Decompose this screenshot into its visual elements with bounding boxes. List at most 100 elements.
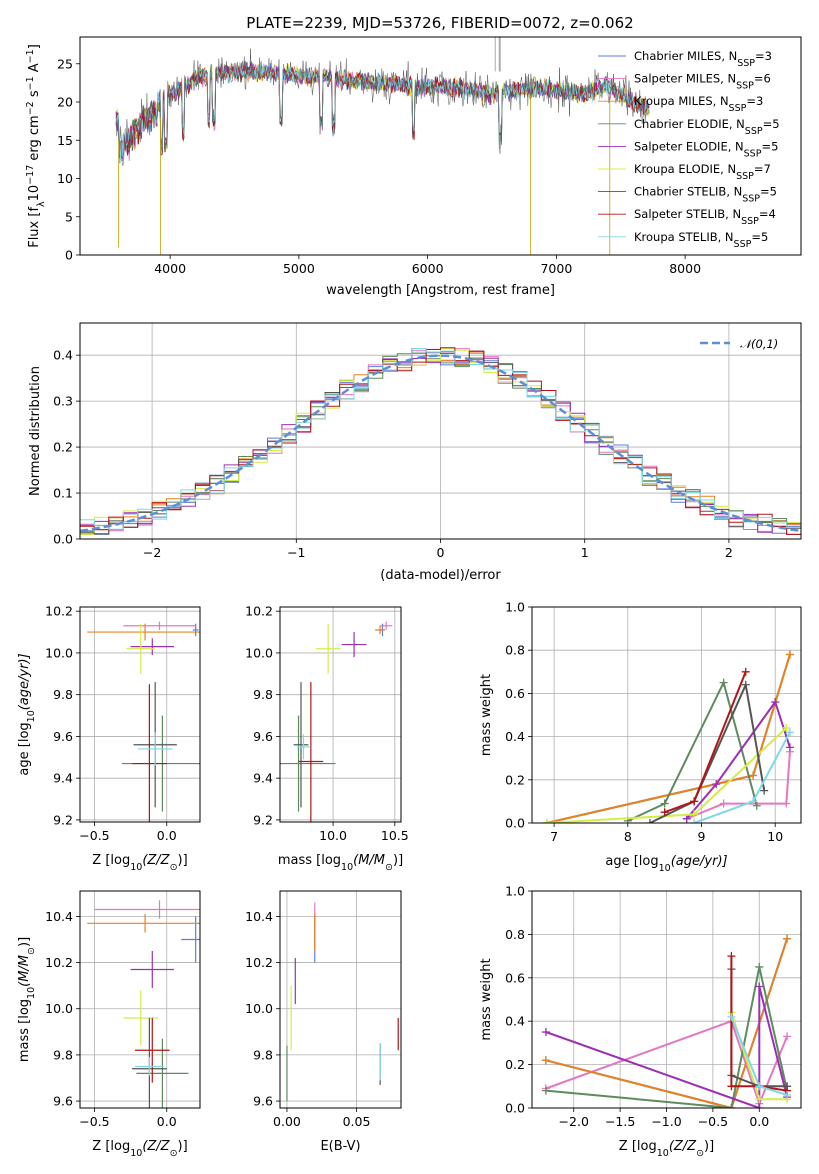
x-tick-label: 10.5	[381, 828, 409, 843]
y-tick-label: 5	[65, 209, 73, 224]
y-tick-label: 25	[57, 56, 73, 71]
weight-marker	[783, 1090, 792, 1099]
y-tick-label: 0.4	[505, 729, 525, 744]
weight-marker	[783, 1032, 792, 1041]
legend-label-chabrier-miles: Chabrier MILES, NSSP=3	[634, 49, 772, 69]
axes-frame	[79, 606, 201, 823]
weight-marker	[727, 1104, 736, 1108]
y-tick-label: 0.0	[505, 1101, 525, 1116]
errorbar-kroupa-elodie	[315, 623, 341, 674]
x-tick-label: −2	[143, 545, 161, 560]
x-tick-label: 1	[581, 545, 589, 560]
panel-weight-vs-age: 7 8 9 10 0.0 0.2 0.4 0.6 0.8 1.0 age [log10(age/yr…	[479, 600, 802, 874]
y-tick-label: 0.1	[53, 486, 73, 501]
x-tick-label: 8000	[669, 261, 701, 276]
normal-reference-curve	[80, 354, 801, 533]
errorbar-kroupa-miles	[87, 914, 200, 933]
y-tick-label: 10.2	[45, 955, 73, 970]
x-tick-label: −1.5	[605, 1114, 635, 1129]
legend-label-kroupa-miles: Kroupa MILES, NSSP=3	[634, 94, 763, 114]
y-tick-label: 9.8	[53, 687, 73, 702]
y-tick-label: 1.0	[505, 600, 525, 615]
histogram-kroupa-stelib	[80, 348, 801, 530]
x-tick-label: 10	[767, 829, 783, 844]
weight-marker	[682, 814, 691, 823]
y-tick-label: 9.8	[53, 1047, 73, 1062]
x-axis-label: wavelength [Angstrom, rest frame]	[326, 283, 555, 298]
errorbar-salpeter-stelib	[134, 1017, 170, 1083]
y-tick-label: 9.6	[253, 729, 273, 744]
weight-series-salpeter-elodie	[682, 698, 794, 823]
plot-area-mass-vs-ebv	[286, 902, 399, 1102]
axes-frame	[531, 606, 802, 824]
y-axis-label: mass [log10(M/M⊙)]	[17, 937, 37, 1062]
errorbar-kroupa-stelib	[134, 1057, 164, 1076]
axes-frame	[79, 36, 802, 256]
legend-label-normal: 𝒩(0,1)	[740, 337, 778, 351]
weight-marker	[785, 728, 794, 737]
x-tick-label: 0.00	[273, 1114, 301, 1129]
weight-marker	[782, 799, 791, 808]
plot-area-residuals	[80, 347, 801, 535]
y-tick-label: 0.6	[505, 970, 525, 985]
weight-series-kroupa-stelib	[727, 1012, 792, 1099]
x-axis-label: (data-model)/error	[380, 568, 501, 583]
spectrum-line-salpeter-stelib	[115, 60, 650, 159]
plot-area-weight-vs-Z	[541, 934, 792, 1108]
axes-frame	[79, 890, 201, 1109]
weight-marker	[690, 810, 699, 819]
errorbar-chabrier-stelib	[293, 682, 309, 808]
legend-label-salpeter-elodie: Salpeter ELODIE, NSSP=5	[634, 139, 778, 159]
y-tick-label: 9.6	[53, 729, 73, 744]
plot-area-age-vs-mass	[280, 621, 393, 822]
weight-marker	[741, 680, 750, 689]
axes-frame	[79, 322, 802, 540]
y-tick-label: 10.2	[245, 604, 273, 619]
axes-frame	[279, 606, 402, 823]
errorbar-salpeter-elodie	[341, 632, 367, 658]
weight-marker	[541, 1028, 550, 1037]
weight-series-kroupa-elodie	[542, 723, 791, 823]
plot-area-age-vs-Z	[87, 621, 200, 822]
y-tick-label: 0.0	[53, 532, 73, 547]
weight-series-kroupa-miles	[541, 934, 792, 1108]
legend-label-salpeter-miles: Salpeter MILES, NSSP=6	[634, 72, 771, 92]
weight-marker	[727, 1012, 736, 1021]
y-axis-label: Flux [fλ10−17 erg cm−2 s−1 A−1]	[25, 44, 47, 248]
errorbar-salpeter-miles	[94, 900, 200, 919]
weight-marker	[782, 723, 791, 732]
weight-series-salpeter-stelib	[660, 667, 750, 817]
panel-mass-vs-Z: −0.5 0.0 9.6 9.8 10.0 10.2 10.4 Z [log10(Z/Z⊙)]…	[17, 890, 201, 1159]
x-axis-label: age [log10(age/yr)]	[605, 854, 727, 874]
y-tick-label: 10.0	[245, 645, 273, 660]
weight-line	[627, 679, 758, 822]
x-tick-label: 0.0	[157, 1114, 177, 1129]
y-axis-label: Normed distribution	[28, 366, 43, 496]
y-tick-label: 10	[57, 171, 73, 186]
x-tick-label: −0.5	[79, 1114, 109, 1129]
y-tick-label: 9.2	[253, 812, 273, 827]
y-tick-label: 9.8	[253, 687, 273, 702]
weight-series-kroupa-stelib	[690, 728, 794, 823]
axes-frame	[531, 890, 802, 1109]
weight-line	[649, 681, 766, 823]
weight-marker	[771, 698, 780, 707]
y-tick-label: 0	[65, 248, 73, 263]
panel-weight-vs-Z: −2.0 −1.5 −1.0 −0.5 0.0 0.0 0.2 0.4 0.6 0.8 1.0 Z […	[479, 884, 802, 1159]
errorbar-salpeter-miles	[123, 621, 196, 630]
y-tick-label: 20	[57, 95, 73, 110]
x-tick-label: 4000	[154, 261, 186, 276]
weight-marker	[785, 650, 794, 659]
weight-marker	[719, 799, 728, 808]
x-tick-label: 7000	[540, 261, 572, 276]
spectrum-legend: Chabrier MILES, NSSP=3 Salpeter MILES, NS…	[598, 49, 780, 249]
spectrum-line-chabrier-stelib	[115, 48, 650, 167]
weight-marker	[749, 771, 758, 780]
weight-marker	[712, 780, 721, 789]
errorbar-salpeter-stelib	[298, 682, 324, 822]
x-axis-label: Z [log10(Z/Z⊙)]	[619, 1139, 714, 1159]
y-tick-label: 9.4	[53, 771, 73, 786]
weight-marker	[749, 797, 758, 806]
weight-marker	[541, 1086, 550, 1095]
